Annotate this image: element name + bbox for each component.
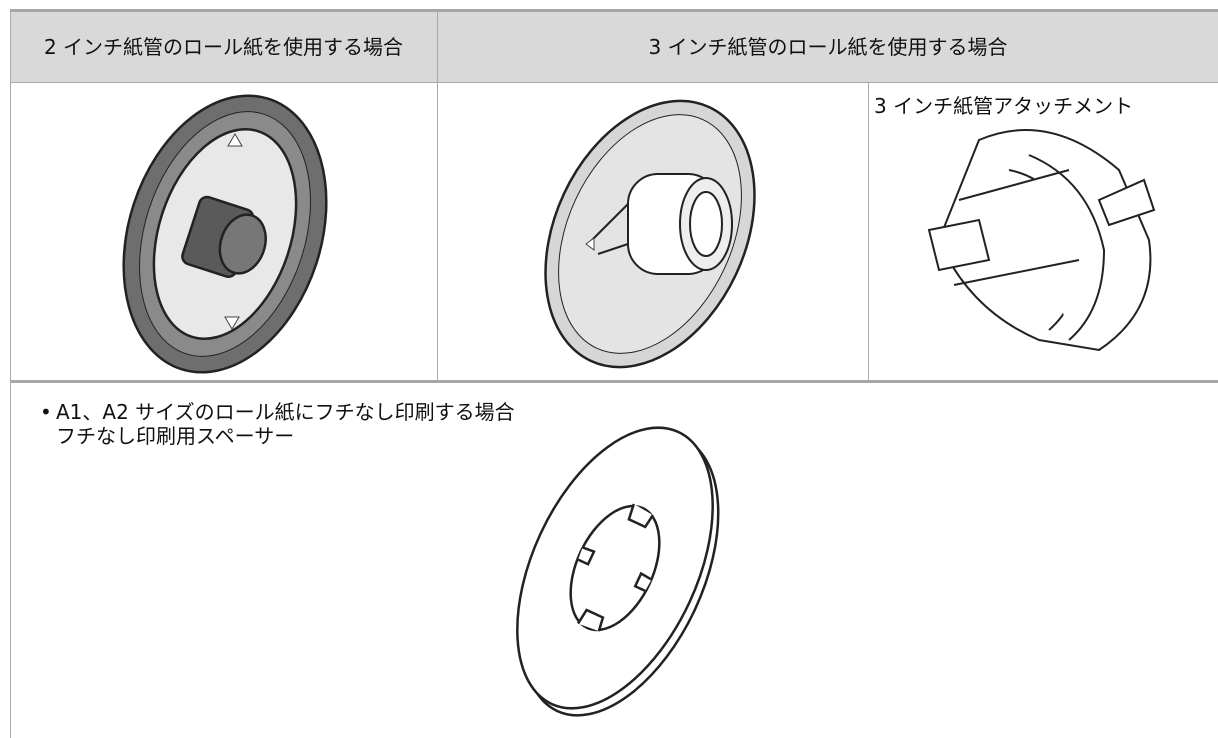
item-text: フチなし印刷用スペーサー (56, 424, 295, 448)
header-text: 2 インチ紙管のロール紙を使用する場合 (43, 35, 404, 59)
header-cell: 3 インチ紙管のロール紙を使用する場合 (438, 12, 1218, 82)
bullet-text: A1、A2 サイズのロール紙にフチなし印刷する場合 (40, 400, 515, 424)
header-cell: 2 インチ紙管のロール紙を使用する場合 (10, 12, 437, 82)
illustration-2inch-holder (122, 94, 328, 374)
table-border (868, 82, 869, 381)
header-text: 3 インチ紙管のロール紙を使用する場合 (648, 35, 1008, 59)
table-border (437, 9, 438, 381)
illustration-3inch-holder (544, 99, 756, 369)
illustration-spacer (516, 426, 720, 717)
table-border (10, 9, 1218, 12)
cell-label: 3 インチ紙管アタッチメント (874, 94, 1134, 118)
table-border (10, 9, 11, 738)
table-border (10, 82, 1218, 83)
illustration-attachment (927, 129, 1156, 352)
table-border (10, 380, 1218, 383)
